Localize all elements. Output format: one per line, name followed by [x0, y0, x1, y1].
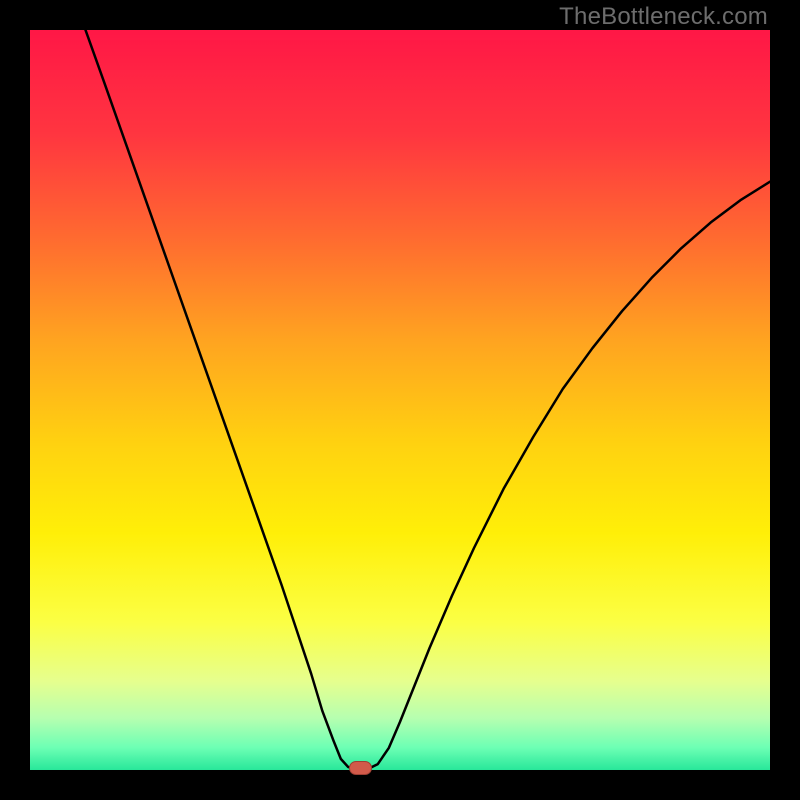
chart-frame [30, 30, 770, 770]
optimum-marker [349, 761, 372, 775]
bottleneck-curve [30, 30, 770, 770]
curve-path [86, 30, 771, 769]
chart-container: TheBottleneck.com [0, 0, 800, 800]
watermark-text: TheBottleneck.com [559, 3, 768, 31]
